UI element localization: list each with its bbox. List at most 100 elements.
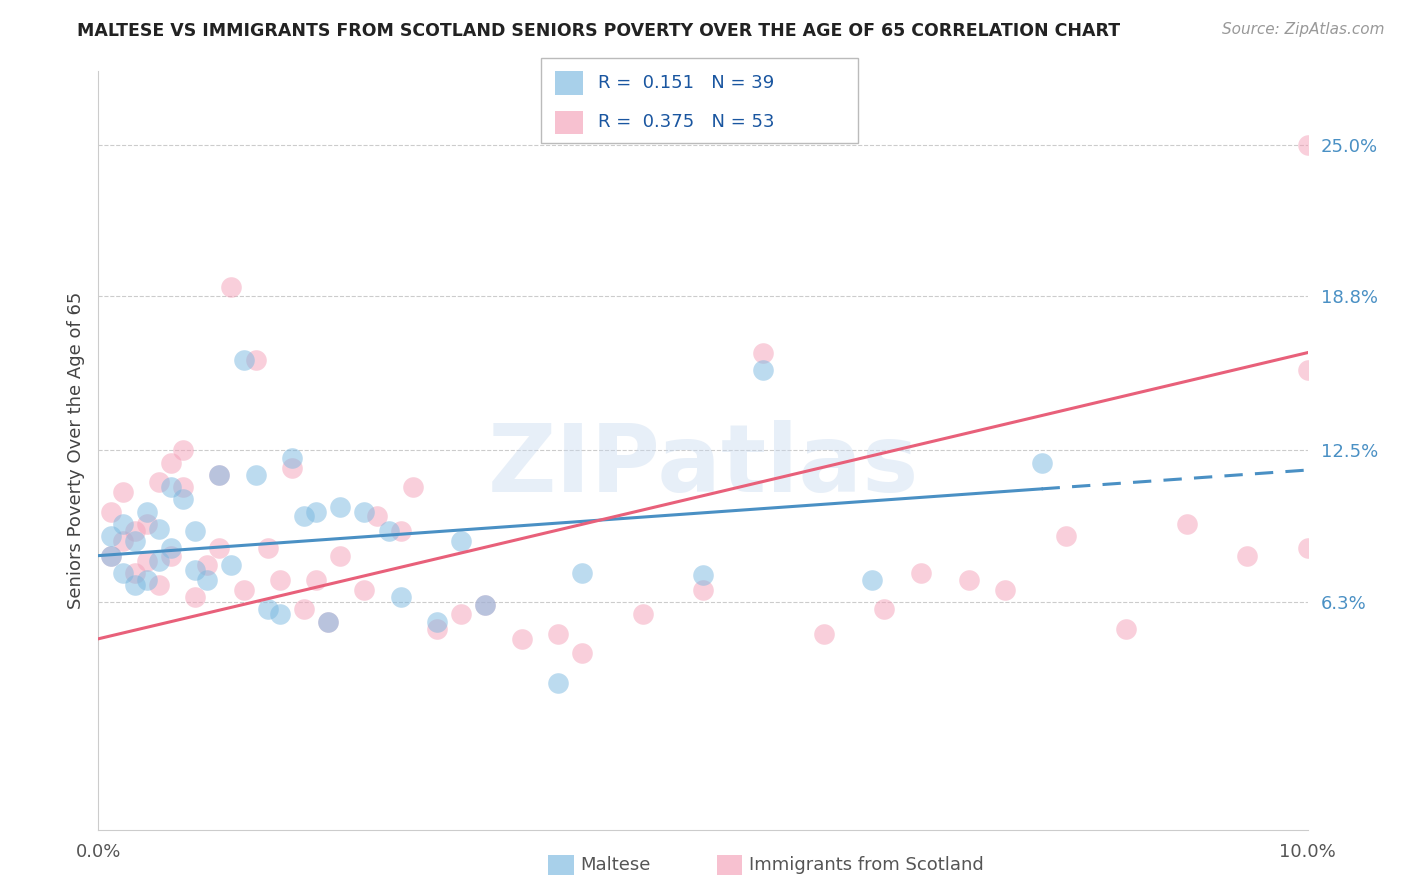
- Point: [208, 467, 231, 482]
- Point: [135, 505, 157, 519]
- Point: [402, 480, 425, 494]
- Point: [1031, 456, 1053, 470]
- Point: [148, 553, 170, 567]
- Point: [316, 615, 339, 629]
- Text: R =  0.151   N = 39: R = 0.151 N = 39: [598, 74, 773, 92]
- Point: [100, 505, 122, 519]
- Point: [256, 541, 278, 556]
- Point: [195, 558, 218, 573]
- Point: [426, 622, 449, 636]
- Point: [221, 558, 243, 573]
- Point: [910, 566, 932, 580]
- Point: [281, 450, 304, 465]
- Point: [292, 509, 315, 524]
- Point: [232, 582, 254, 597]
- Point: [353, 582, 375, 597]
- Point: [135, 516, 157, 531]
- Point: [752, 345, 775, 359]
- Point: [221, 279, 243, 293]
- Point: [631, 607, 654, 622]
- Point: [426, 615, 449, 629]
- Point: [160, 480, 183, 494]
- Point: [353, 505, 375, 519]
- Point: [100, 549, 122, 563]
- Point: [184, 563, 207, 577]
- Point: [329, 549, 352, 563]
- Point: [752, 363, 775, 377]
- Point: [1296, 363, 1319, 377]
- Point: [281, 460, 304, 475]
- Point: [305, 505, 328, 519]
- Point: [366, 509, 388, 524]
- Point: [547, 675, 569, 690]
- Text: R =  0.375   N = 53: R = 0.375 N = 53: [598, 113, 775, 131]
- Point: [124, 578, 146, 592]
- Point: [100, 529, 122, 543]
- Point: [474, 598, 496, 612]
- Text: Source: ZipAtlas.com: Source: ZipAtlas.com: [1222, 22, 1385, 37]
- Point: [111, 516, 134, 531]
- Point: [474, 598, 496, 612]
- Point: [124, 566, 146, 580]
- Point: [389, 524, 412, 538]
- Y-axis label: Seniors Poverty Over the Age of 65: Seniors Poverty Over the Age of 65: [66, 292, 84, 609]
- Point: [160, 456, 183, 470]
- Point: [172, 443, 194, 458]
- Point: [1296, 541, 1319, 556]
- Point: [329, 500, 352, 514]
- Point: [450, 533, 472, 548]
- Point: [148, 475, 170, 490]
- Point: [148, 578, 170, 592]
- Point: [111, 485, 134, 500]
- Point: [184, 524, 207, 538]
- Point: [860, 573, 883, 587]
- Point: [1236, 549, 1258, 563]
- Point: [377, 524, 399, 538]
- Point: [208, 467, 231, 482]
- Point: [269, 607, 291, 622]
- Point: [124, 524, 146, 538]
- Point: [389, 591, 412, 605]
- Point: [1175, 516, 1198, 531]
- Point: [316, 615, 339, 629]
- Point: [245, 467, 267, 482]
- Point: [111, 566, 134, 580]
- Point: [269, 573, 291, 587]
- Point: [245, 353, 267, 368]
- Point: [692, 568, 714, 582]
- Point: [232, 353, 254, 368]
- Point: [305, 573, 328, 587]
- Point: [184, 591, 207, 605]
- Point: [450, 607, 472, 622]
- Text: MALTESE VS IMMIGRANTS FROM SCOTLAND SENIORS POVERTY OVER THE AGE OF 65 CORRELATI: MALTESE VS IMMIGRANTS FROM SCOTLAND SENI…: [77, 22, 1121, 40]
- Point: [160, 549, 183, 563]
- Point: [571, 647, 593, 661]
- Point: [813, 627, 835, 641]
- Point: [172, 480, 194, 494]
- Point: [256, 602, 278, 616]
- Point: [1115, 622, 1137, 636]
- Point: [571, 566, 593, 580]
- Point: [292, 602, 315, 616]
- Point: [124, 533, 146, 548]
- Point: [100, 549, 122, 563]
- Point: [172, 492, 194, 507]
- Point: [957, 573, 980, 587]
- Text: Maltese: Maltese: [581, 856, 651, 874]
- Point: [135, 573, 157, 587]
- Point: [208, 541, 231, 556]
- Point: [195, 573, 218, 587]
- Point: [135, 553, 157, 567]
- Point: [994, 582, 1017, 597]
- Point: [510, 632, 533, 646]
- Text: Immigrants from Scotland: Immigrants from Scotland: [749, 856, 984, 874]
- Point: [148, 522, 170, 536]
- Point: [547, 627, 569, 641]
- Text: ZIPatlas: ZIPatlas: [488, 419, 918, 512]
- Point: [111, 533, 134, 548]
- Point: [160, 541, 183, 556]
- Point: [1054, 529, 1077, 543]
- Point: [873, 602, 896, 616]
- Point: [1296, 137, 1319, 152]
- Point: [692, 582, 714, 597]
